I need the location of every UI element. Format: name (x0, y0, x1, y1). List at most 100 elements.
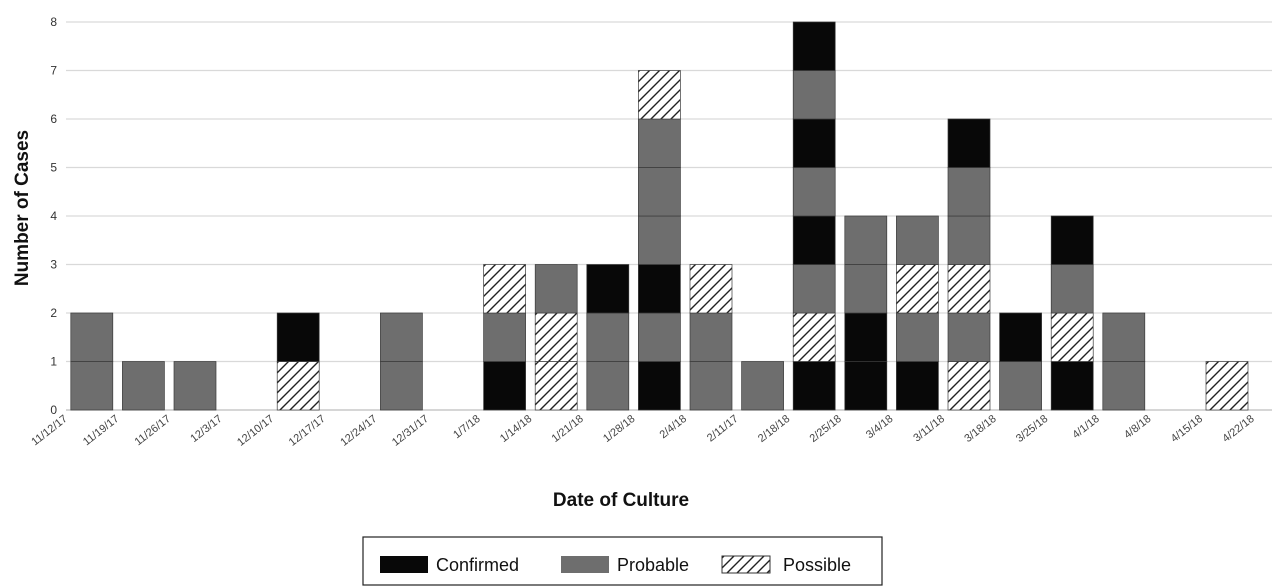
bar-segment-probable (947, 215, 991, 265)
bar-segment-probable (638, 118, 681, 168)
x-tick-label: 2/11/17 (705, 413, 741, 445)
bar-segment-probable (380, 312, 423, 362)
bar-segment-possible (947, 361, 991, 411)
bar-segment-confirmed (792, 361, 836, 411)
bar-segment-confirmed (947, 118, 991, 168)
x-tick-label: 1/21/18 (550, 413, 586, 445)
bar-stack (1050, 215, 1094, 411)
x-axis-label: Date of Culture (553, 490, 689, 511)
bar-segment-confirmed (638, 264, 681, 314)
legend-label-confirmed: Confirmed (436, 555, 519, 575)
bar-segment-possible (689, 264, 733, 314)
bar-segment-confirmed (792, 21, 836, 71)
bar-segment-probable (638, 312, 681, 362)
bar-segment-possible (947, 264, 991, 314)
x-tick-label: 12/3/17 (188, 413, 224, 445)
legend-frame (362, 536, 883, 586)
y-tick-label: 2 (50, 306, 57, 320)
bar-segment-probable (483, 312, 526, 362)
bar-segment-confirmed (1050, 361, 1094, 411)
bar-segment-possible (1050, 312, 1094, 362)
legend-swatch-confirmed (380, 556, 428, 573)
bar-segment-possible (896, 264, 939, 314)
x-tick-label: 12/24/17 (338, 413, 379, 449)
y-tick-label: 3 (50, 258, 57, 272)
y-tick-label: 4 (50, 209, 57, 223)
bar-segment-probable (122, 361, 165, 411)
x-tick-label: 12/17/17 (287, 413, 328, 449)
bar-segment-probable (741, 361, 784, 411)
bar-segment-possible (534, 312, 578, 362)
bar-segment-probable (534, 264, 578, 314)
bar-segment-probable (1102, 312, 1146, 362)
x-tick-label: 3/11/18 (911, 413, 947, 445)
bar-segment-probable (792, 264, 836, 314)
x-tick-label: 4/8/18 (1122, 413, 1153, 441)
bar-segment-probable (586, 361, 630, 411)
bar-stack (741, 361, 784, 411)
bar-stack (689, 264, 733, 411)
x-tick-label: 1/28/18 (601, 413, 637, 445)
bar-stack (276, 312, 320, 411)
x-tick-label: 2/4/18 (658, 413, 689, 441)
bar-stack (638, 70, 681, 411)
x-tick-label: 3/4/18 (864, 413, 895, 441)
x-tick-label: 4/15/18 (1169, 413, 1205, 445)
bar-segment-possible (276, 361, 320, 411)
bar-segment-confirmed (586, 264, 630, 314)
bar-segment-confirmed (638, 361, 681, 411)
bar-stack (1102, 312, 1146, 411)
bar-segment-confirmed (1050, 215, 1094, 265)
x-tick-label: 12/31/17 (390, 413, 431, 449)
y-tick-label: 8 (50, 15, 57, 29)
y-tick-label: 5 (50, 161, 57, 175)
x-axis-ticks: 11/12/17 11/19/17 11/26/17 12/3/17 12/10/17 1… (29, 413, 1256, 449)
bar-segment-probable (638, 215, 681, 265)
bar-stack (586, 264, 630, 411)
bar-segment-confirmed (896, 361, 939, 411)
x-tick-label: 11/26/17 (133, 413, 173, 448)
bar-segment-confirmed (483, 361, 526, 411)
bar-segment-probable (70, 312, 114, 362)
bar-segment-probable (638, 167, 681, 217)
legend: Confirmed Probable Possible (362, 536, 883, 586)
bar-segment-probable (844, 215, 888, 265)
bar-segment-confirmed (792, 118, 836, 168)
bar-stack (792, 21, 836, 411)
bar-stack (844, 215, 888, 411)
bar-segment-probable (896, 312, 939, 362)
legend-swatch-probable (561, 556, 609, 573)
y-axis-ticks: 0 1 2 3 4 5 6 7 8 (50, 15, 57, 417)
bar-segment-probable (689, 361, 733, 411)
legend-label-possible: Possible (783, 555, 851, 575)
x-tick-label: 4/1/18 (1070, 413, 1101, 441)
bars (70, 21, 1249, 411)
bar-segment-probable (1050, 264, 1094, 314)
x-tick-label: 3/25/18 (1014, 413, 1050, 445)
y-tick-label: 6 (50, 112, 57, 126)
bar-segment-possible (792, 312, 836, 362)
bar-segment-probable (792, 70, 836, 120)
bar-segment-probable (947, 312, 991, 362)
bar-stack (483, 264, 526, 411)
x-tick-label: 2/25/18 (808, 413, 844, 445)
x-tick-label: 4/22/18 (1220, 413, 1256, 445)
bar-stack (999, 312, 1042, 411)
bar-segment-probable (689, 312, 733, 362)
bar-segment-probable (844, 264, 888, 314)
bar-segment-possible (534, 361, 578, 411)
bar-stack (534, 264, 578, 411)
y-tick-label: 1 (50, 355, 57, 369)
x-tick-label: 1/7/18 (451, 413, 482, 441)
bar-segment-probable (896, 215, 939, 265)
x-tick-label: 1/14/18 (498, 413, 534, 445)
bar-stack (896, 215, 939, 411)
bar-stack (1205, 361, 1249, 411)
x-tick-label: 11/12/17 (29, 413, 69, 448)
bar-segment-probable (947, 167, 991, 217)
y-tick-label: 7 (50, 64, 57, 78)
bar-segment-probable (792, 167, 836, 217)
bar-segment-confirmed (844, 361, 888, 411)
y-axis-label: Number of Cases (12, 130, 33, 286)
